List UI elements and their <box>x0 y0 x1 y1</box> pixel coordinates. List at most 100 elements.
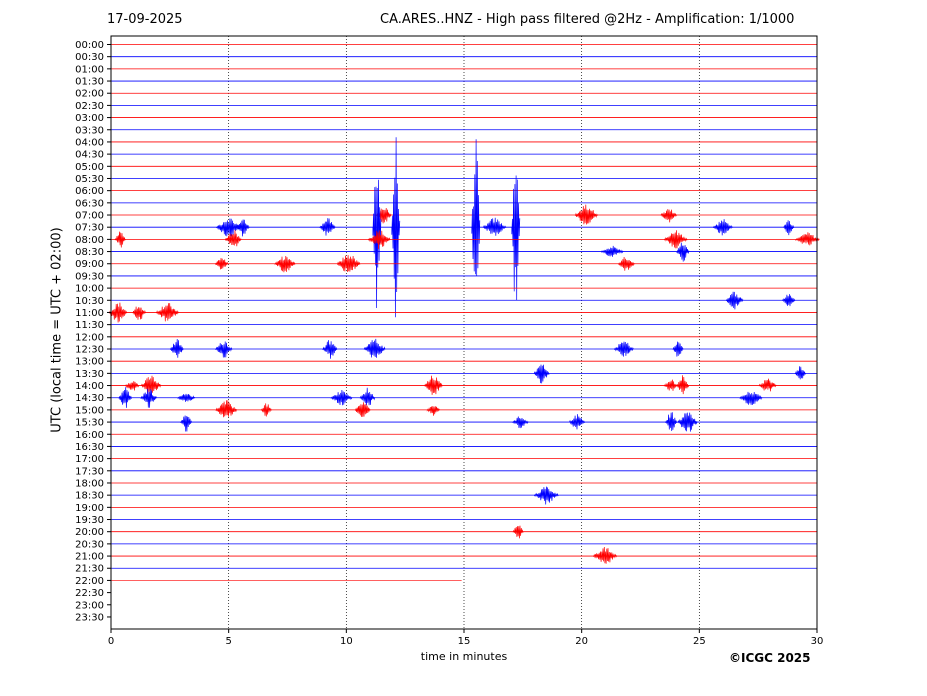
row-label: 02:30 <box>75 101 104 112</box>
event-burst <box>676 242 690 262</box>
event-burst <box>482 217 507 236</box>
event-burst <box>274 255 296 273</box>
row-label: 12:30 <box>75 345 104 356</box>
event-burst <box>215 341 233 358</box>
event-burst <box>665 412 677 432</box>
chart-title: CA.ARES..HNZ - High pass filtered @2Hz -… <box>380 12 795 27</box>
event-burst <box>337 255 361 273</box>
event-burst <box>322 340 338 359</box>
event-burst <box>363 338 386 358</box>
row-label: 08:00 <box>75 235 104 246</box>
event-burst <box>235 219 250 237</box>
event-burst <box>795 232 820 246</box>
row-label: 11:30 <box>75 320 104 331</box>
event-burst <box>156 303 179 322</box>
event-burst <box>782 294 796 307</box>
row-label: 01:00 <box>75 64 104 75</box>
x-tick-label-20: 20 <box>575 636 588 647</box>
event-burst <box>512 416 529 429</box>
row-label: 21:00 <box>75 552 104 563</box>
event-burst <box>739 391 763 405</box>
row-label: 09:30 <box>75 271 104 282</box>
x-tick-label-15: 15 <box>458 636 471 647</box>
row-label: 14:00 <box>75 381 104 392</box>
event-burst <box>180 415 193 432</box>
event-burst <box>355 402 371 417</box>
row-label: 20:00 <box>75 527 104 538</box>
row-label: 09:00 <box>75 259 104 270</box>
row-label: 15:00 <box>75 405 104 416</box>
row-label: 13:00 <box>75 357 104 368</box>
row-label: 18:30 <box>75 491 104 502</box>
event-burst <box>677 412 698 432</box>
x-tick-label-5: 5 <box>225 636 231 647</box>
event-burst <box>319 218 336 236</box>
row-label: 10:00 <box>75 284 104 295</box>
event-burst <box>713 219 733 236</box>
event-burst <box>177 393 195 402</box>
event-burst <box>471 139 481 276</box>
row-label: 02:00 <box>75 89 104 100</box>
row-label: 05:00 <box>75 162 104 173</box>
event-burst <box>132 306 146 320</box>
row-label: 17:00 <box>75 454 104 465</box>
row-label: 14:30 <box>75 393 104 404</box>
x-axis-label: time in minutes <box>420 650 508 663</box>
row-label: 05:30 <box>75 174 104 185</box>
event-burst <box>426 406 441 416</box>
event-burst <box>424 375 443 395</box>
row-label: 20:30 <box>75 539 104 550</box>
row-label: 06:30 <box>75 198 104 209</box>
row-label: 11:00 <box>75 308 104 319</box>
plot-background <box>111 36 817 629</box>
event-burst <box>368 230 391 250</box>
event-burst <box>725 291 744 310</box>
row-label: 06:00 <box>75 186 104 197</box>
row-label: 07:00 <box>75 211 104 222</box>
event-burst <box>391 137 401 318</box>
row-label: 04:30 <box>75 150 104 161</box>
event-burst <box>676 375 690 395</box>
row-label: 17:30 <box>75 466 104 477</box>
event-burst <box>534 486 559 505</box>
row-label: 12:00 <box>75 332 104 343</box>
x-axis-ticks: 0 5 10 15 20 25 30 <box>108 629 824 647</box>
row-label: 00:30 <box>75 52 104 63</box>
y-axis-label: UTC (local time = UTC + 02:00) <box>49 227 65 433</box>
row-label: 00:00 <box>75 40 104 51</box>
event-burst <box>225 230 242 247</box>
event-burst <box>215 257 229 270</box>
x-tick-label-0: 0 <box>108 636 114 647</box>
row-label: 04:00 <box>75 137 104 148</box>
event-burst <box>215 400 237 418</box>
event-burst <box>372 179 382 309</box>
row-label: 15:30 <box>75 418 104 429</box>
event-burst <box>758 378 777 392</box>
event-burst <box>664 230 688 249</box>
event-burst <box>512 525 524 539</box>
row-label: 23:00 <box>75 600 104 611</box>
row-label: 10:30 <box>75 296 104 307</box>
row-label: 03:30 <box>75 125 104 136</box>
event-burst <box>794 366 807 380</box>
row-label: 19:00 <box>75 503 104 514</box>
event-burst <box>533 364 550 384</box>
row-label: 23:30 <box>75 612 104 623</box>
x-tick-label-10: 10 <box>340 636 353 647</box>
event-burst <box>618 256 635 271</box>
date-label: 17-09-2025 <box>107 12 183 27</box>
event-burst <box>118 387 132 408</box>
event-burst <box>330 389 353 406</box>
copyright-label: ©ICGC 2025 <box>729 651 811 665</box>
row-label: 22:00 <box>75 576 104 587</box>
plot-frame <box>110 35 818 630</box>
event-burst <box>108 302 128 323</box>
row-label: 19:30 <box>75 515 104 526</box>
row-label: 18:00 <box>75 478 104 489</box>
event-burst <box>140 375 162 395</box>
event-burst <box>574 204 598 225</box>
x-tick-label-30: 30 <box>811 636 824 647</box>
row-label: 01:30 <box>75 77 104 88</box>
